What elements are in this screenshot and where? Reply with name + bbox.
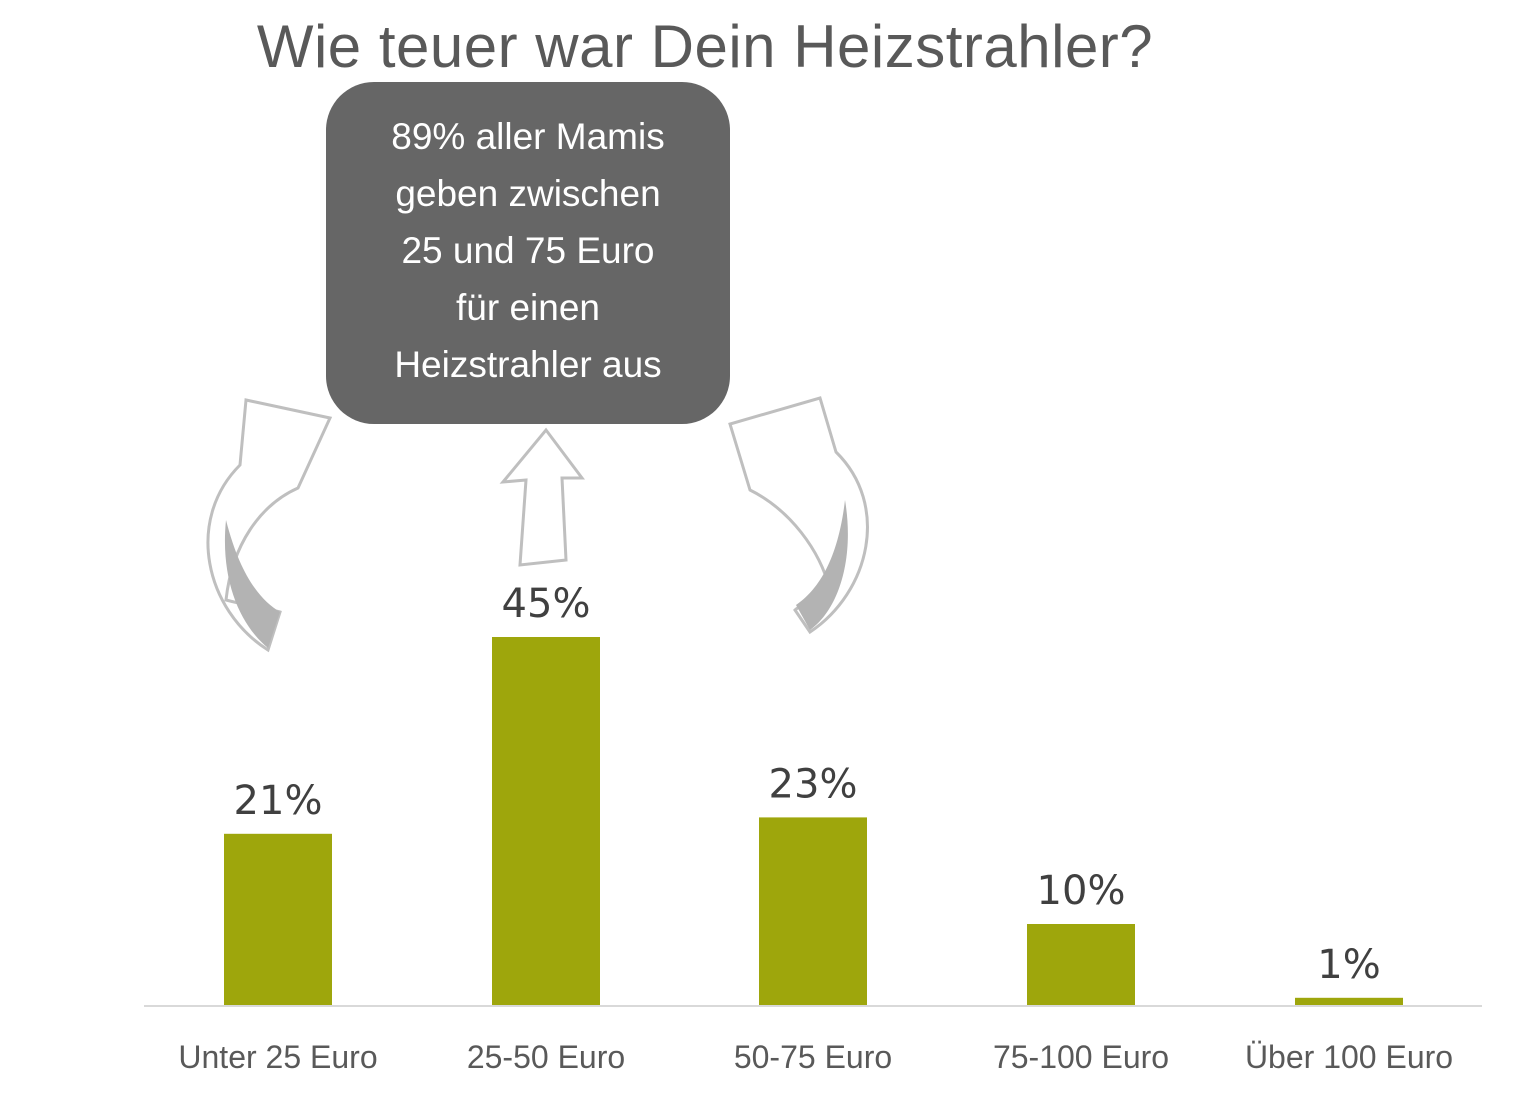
center-up-arrow-icon bbox=[499, 427, 585, 567]
category-label-1: Unter 25 Euro bbox=[178, 1039, 377, 1075]
bar-value-label-5: 1% bbox=[1317, 942, 1380, 988]
callout-box: 89% aller Mamis geben zwischen 25 und 75… bbox=[326, 82, 730, 424]
chart-title: Wie teuer war Dein Heizstrahler? bbox=[256, 13, 1154, 80]
right-curved-arrow-icon bbox=[728, 396, 869, 635]
bar-value-label-1: 21% bbox=[234, 778, 323, 824]
bar-4 bbox=[1027, 924, 1135, 1006]
bar-value-label-3: 23% bbox=[769, 761, 858, 807]
category-label-3: 50-75 Euro bbox=[734, 1039, 892, 1075]
bar-3 bbox=[759, 817, 867, 1006]
category-label-2: 25-50 Euro bbox=[467, 1039, 625, 1075]
value-labels-group: 21% 45% 23% 10% 1% bbox=[234, 581, 1381, 988]
bars-group bbox=[224, 637, 1403, 1006]
category-labels-group: Unter 25 Euro 25-50 Euro 50-75 Euro 75-100 … bbox=[178, 1039, 1453, 1075]
bar-2 bbox=[492, 637, 600, 1006]
bar-value-label-2: 45% bbox=[502, 581, 591, 627]
category-label-4: 75-100 Euro bbox=[993, 1039, 1169, 1075]
bar-value-label-4: 10% bbox=[1037, 868, 1126, 914]
category-label-5: Über 100 Euro bbox=[1245, 1039, 1453, 1075]
bar-1 bbox=[224, 833, 332, 1006]
callout-text: 89% aller Mamis geben zwischen 25 und 75… bbox=[391, 116, 665, 385]
left-curved-arrow-icon bbox=[206, 398, 333, 653]
bar-5 bbox=[1295, 997, 1403, 1006]
